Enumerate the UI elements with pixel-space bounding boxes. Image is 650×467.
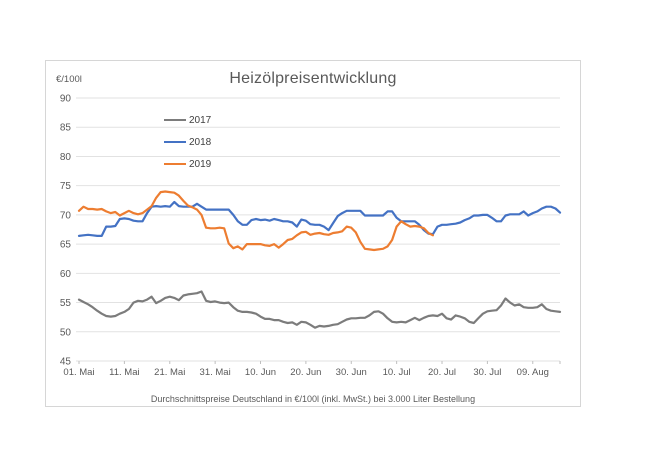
x-tick-label: 30. Jul <box>473 367 501 378</box>
chart-title: Heizölpreisentwicklung <box>229 70 397 87</box>
y-tick-label: 60 <box>60 269 72 280</box>
x-tick-label: 01. Mai <box>63 367 94 378</box>
legend-swatch-2019 <box>164 162 186 166</box>
y-tick-label: 75 <box>60 181 72 192</box>
chart-caption: Durchschnittspreise Deutschland in €/100… <box>150 394 476 404</box>
y-tick-label: 85 <box>60 123 72 134</box>
series-line-2018 <box>77 200 562 237</box>
legend-label-2017: 2017 <box>189 114 212 126</box>
y-tick-label: 65 <box>60 240 72 251</box>
legend-label-2018: 2018 <box>189 136 212 148</box>
x-tick-label: 10. Jul <box>383 367 411 378</box>
x-tick-label: 10. Jun <box>245 367 276 378</box>
x-tick-label: 11. Mai <box>109 367 139 378</box>
y-tick-label: 55 <box>60 298 72 309</box>
series-line-2019 <box>77 190 434 252</box>
y-axis-unit-label: €/100l <box>56 74 82 85</box>
y-tick-label: 80 <box>60 152 72 163</box>
y-tick-label: 45 <box>60 357 72 368</box>
y-tick-label: 90 <box>60 94 72 105</box>
x-tick-label: 30. Jun <box>336 367 367 378</box>
y-tick-label: 70 <box>60 210 72 221</box>
y-tick-label: 50 <box>60 327 72 338</box>
legend-item-2017: 2017 <box>164 109 211 131</box>
x-tick-label: 20. Jun <box>290 367 321 378</box>
chart-card: 90 85 80 75 70 65 60 55 50 45 01. Mai 11. Mai 21. Ma… <box>45 60 581 407</box>
x-tick-label: 31. Mai <box>200 367 231 378</box>
legend-label-2019: 2019 <box>189 158 212 170</box>
x-tick-label: 20. Jul <box>428 367 456 378</box>
legend-item-2018: 2018 <box>164 131 211 153</box>
legend: 2017 2018 2019 <box>164 109 211 175</box>
legend-swatch-2018 <box>164 140 186 144</box>
x-tick-label: 21. Mai <box>154 367 185 378</box>
legend-swatch-2017 <box>164 118 186 122</box>
legend-item-2019: 2019 <box>164 153 211 175</box>
x-tick-label: 09. Aug <box>517 367 549 378</box>
series-line-2017 <box>77 290 562 329</box>
